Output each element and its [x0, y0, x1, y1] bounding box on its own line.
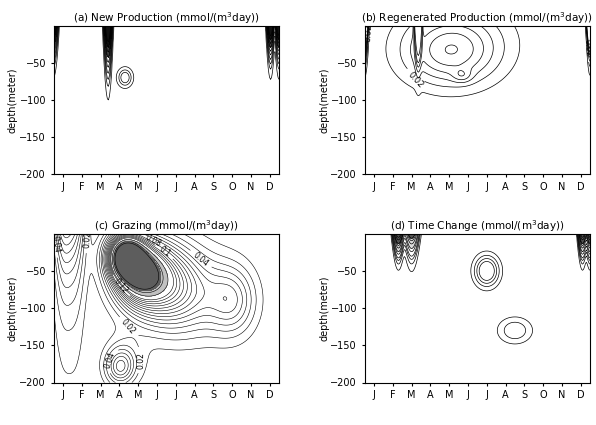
- Text: 0.02: 0.02: [582, 38, 592, 57]
- Title: (d) Time Change (mmol/(m$^3$day)): (d) Time Change (mmol/(m$^3$day)): [390, 218, 564, 234]
- Text: 0.02: 0.02: [406, 70, 425, 90]
- Y-axis label: depth(meter): depth(meter): [319, 275, 329, 341]
- Text: 0.02: 0.02: [82, 231, 92, 248]
- Y-axis label: depth(meter): depth(meter): [319, 67, 329, 133]
- Text: 0.02: 0.02: [364, 23, 374, 42]
- Y-axis label: depth(meter): depth(meter): [8, 275, 18, 341]
- Y-axis label: depth(meter): depth(meter): [8, 67, 18, 133]
- Title: (b) Regenerated Production (mmol/(m$^3$day)): (b) Regenerated Production (mmol/(m$^3$d…: [361, 10, 593, 26]
- Text: 0.12: 0.12: [111, 277, 129, 295]
- Text: 0.02: 0.02: [136, 351, 145, 368]
- Text: 0.02: 0.02: [119, 318, 137, 337]
- Text: 0.1: 0.1: [157, 244, 172, 259]
- Text: 0.04: 0.04: [103, 351, 117, 370]
- Title: (a) New Production (mmol/(m$^3$day)): (a) New Production (mmol/(m$^3$day)): [73, 10, 260, 26]
- Text: 0.04: 0.04: [191, 250, 210, 268]
- Text: 0.08: 0.08: [144, 232, 163, 248]
- Text: 0.04: 0.04: [50, 235, 61, 253]
- Title: (c) Grazing (mmol/(m$^3$day)): (c) Grazing (mmol/(m$^3$day)): [94, 218, 239, 234]
